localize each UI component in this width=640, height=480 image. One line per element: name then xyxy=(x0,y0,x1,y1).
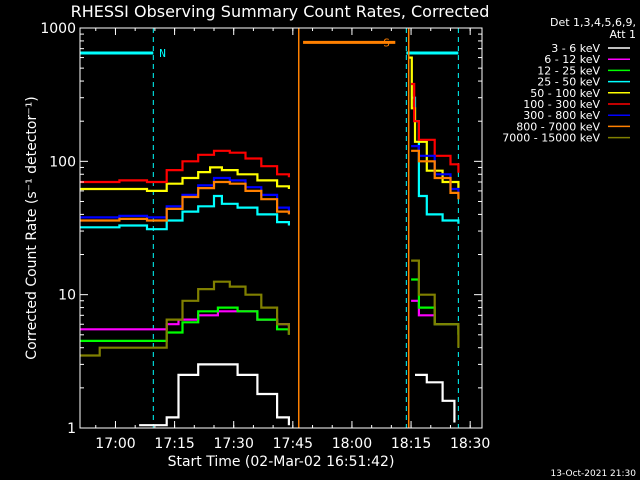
legend-entry-label: 100 - 300 keV xyxy=(523,98,600,111)
x-tick-label: 17:30 xyxy=(214,436,254,452)
flag-label-N: N xyxy=(159,47,166,60)
legend-entry-label: 800 - 7000 keV xyxy=(516,120,600,133)
legend-entry-label: 12 - 25 keV xyxy=(537,64,600,77)
y-tick-label: 10 xyxy=(58,288,76,304)
footer-timestamp: 13-Oct-2021 21:30 xyxy=(551,469,637,479)
series-line-9 xyxy=(411,259,460,348)
series-line-7 xyxy=(80,176,290,219)
legend-entry-label: 50 - 100 keV xyxy=(530,87,600,100)
y-axis-label: Corrected Count Rate (s⁻¹ detector⁻¹) xyxy=(24,96,40,359)
x-axis-label: Start Time (02-Mar-02 16:51:42) xyxy=(168,454,395,470)
axes-layer: 17:00 17:15 17:30 17:45 18:00 18:15 18:30 1 10 10… xyxy=(40,21,490,452)
x-tick-label: 18:15 xyxy=(391,436,431,452)
legend-entry-label: 7000 - 15000 keV xyxy=(502,132,600,145)
legend-header-line: Att 1 xyxy=(610,28,636,41)
series-line-6 xyxy=(411,82,460,173)
x-tick-label: 17:15 xyxy=(154,436,194,452)
y-tick-label: 1000 xyxy=(40,21,76,37)
legend-header-line: Det 1,3,4,5,6,9, xyxy=(550,16,636,29)
series-line-5 xyxy=(409,56,460,189)
x-tick-label: 18:00 xyxy=(332,436,372,452)
legend-entry-label: 25 - 50 keV xyxy=(537,76,600,89)
flag-layer: NS xyxy=(80,36,459,60)
y-tick-label: 1 xyxy=(67,421,76,437)
plot-frame xyxy=(79,27,483,429)
marker-layer xyxy=(152,28,459,428)
series-line-4 xyxy=(80,194,290,231)
y-tick-label: 100 xyxy=(49,154,76,170)
series-line-8 xyxy=(80,180,290,222)
x-tick-label: 18:30 xyxy=(450,436,490,452)
series-line-5 xyxy=(80,166,290,192)
x-tick-label: 17:45 xyxy=(273,436,313,452)
legend-entry-label: 300 - 800 keV xyxy=(523,109,600,122)
series-line-9 xyxy=(80,280,290,357)
x-tick-label: 17:00 xyxy=(95,436,135,452)
series-line-1 xyxy=(139,363,290,427)
chart-title: RHESSI Observing Summary Count Rates, Co… xyxy=(71,2,490,21)
legend-entry-label: 3 - 6 keV xyxy=(551,42,600,55)
series-line-6 xyxy=(80,149,290,184)
legend-entry-label: 6 - 12 keV xyxy=(544,53,600,66)
flag-label-S: S xyxy=(383,36,390,49)
series-line-8 xyxy=(411,149,460,200)
series-layer xyxy=(80,56,460,427)
series-line-1 xyxy=(415,373,456,423)
